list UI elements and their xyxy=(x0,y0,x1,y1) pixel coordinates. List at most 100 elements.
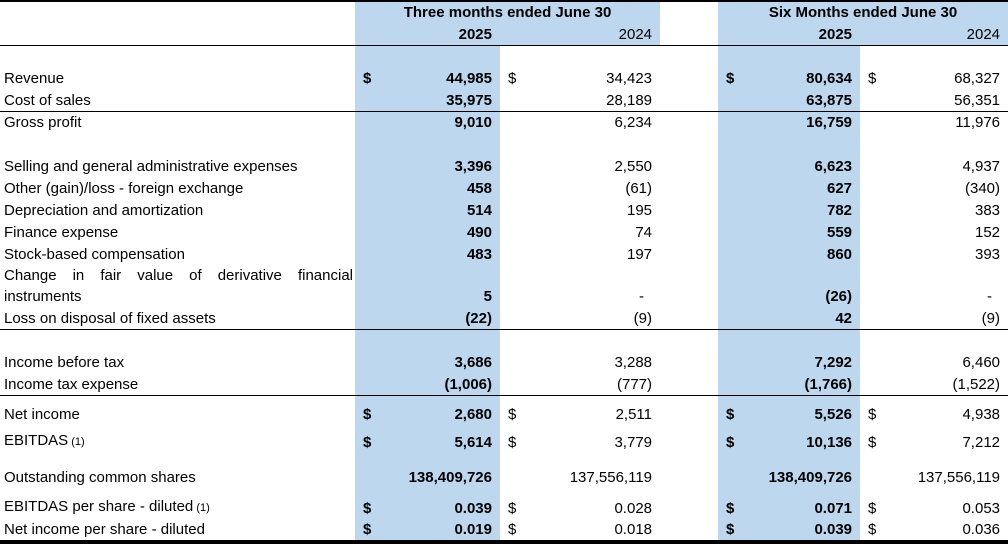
spacer-cell xyxy=(500,133,660,155)
cell-value: (26) xyxy=(825,288,853,305)
value-cell: $5,526 xyxy=(718,403,861,425)
value-cell: 383 xyxy=(860,199,1008,221)
period-header-three-months: Three months ended June 30 xyxy=(355,0,661,23)
dollar-sign: $ xyxy=(363,406,372,423)
spacer-cell xyxy=(355,328,500,351)
table-row: Change in fair value of derivative finan… xyxy=(0,265,1008,307)
cell-value: 68,327 xyxy=(954,70,1001,87)
row-label: Selling and general administrative expen… xyxy=(4,158,298,175)
cell-value: 393 xyxy=(974,246,1001,263)
spacer-cell xyxy=(660,133,718,155)
spacer-cell xyxy=(660,328,719,351)
spacer-cell xyxy=(718,133,861,155)
spacer-cell xyxy=(718,45,861,67)
dollar-sign: $ xyxy=(726,70,735,87)
column-gap xyxy=(660,466,718,488)
cell-value: 7,212 xyxy=(962,434,1001,451)
cell-value: 514 xyxy=(466,202,492,219)
value-cell: (9) xyxy=(860,307,1008,329)
value-cell: 138,409,726 xyxy=(355,466,500,488)
table-row: Cost of sales 35,975 28,189 63,875 56,351 xyxy=(0,89,1008,111)
column-gap xyxy=(660,67,718,89)
year-header-row: 2025 2024 2025 2024 xyxy=(0,23,1008,46)
table-row: Outstanding common shares 138,409,726 137,… xyxy=(0,466,1008,488)
dollar-sign: $ xyxy=(363,500,372,517)
cell-value: 4,938 xyxy=(962,406,1001,423)
spacer-cell xyxy=(718,488,861,496)
cell-value: - xyxy=(987,288,993,305)
spacer-row xyxy=(0,45,1008,67)
cell-value: 9,010 xyxy=(454,114,492,131)
dollar-sign: $ xyxy=(726,521,735,538)
dollar-sign: $ xyxy=(508,406,517,423)
dollar-sign: $ xyxy=(726,406,735,423)
cell-value: (22) xyxy=(465,309,492,327)
cell-value: 44,985 xyxy=(446,70,492,87)
spacer-cell xyxy=(718,394,861,403)
value-cell: 56,351 xyxy=(860,89,1008,111)
value-cell: $2,511 xyxy=(500,403,660,425)
spacer-cell xyxy=(500,328,661,351)
spacer-cell xyxy=(860,488,1008,496)
spacer-row xyxy=(0,488,1008,496)
cell-value: 11,976 xyxy=(955,114,1001,131)
cell-value: 6,623 xyxy=(814,158,853,175)
cell-value: 5,526 xyxy=(814,406,853,423)
cell-value: (1,766) xyxy=(804,375,853,393)
value-cell: 782 xyxy=(718,199,861,221)
value-cell: - xyxy=(860,265,1008,307)
cell-value: (1,006) xyxy=(444,375,492,393)
spacer-cell xyxy=(660,394,719,403)
spacer-cell xyxy=(355,425,500,430)
cell-value: (61) xyxy=(625,180,653,197)
dollar-sign: $ xyxy=(363,70,372,87)
cell-value: 42 xyxy=(835,309,853,327)
value-cell: 9,010 xyxy=(355,110,500,133)
spacer-cell xyxy=(500,453,660,466)
cell-value: 195 xyxy=(626,202,653,219)
cell-value: (9) xyxy=(633,309,653,327)
row-label: Income tax expense xyxy=(4,375,139,393)
spacer-cell xyxy=(500,45,660,67)
value-cell: (61) xyxy=(500,177,660,199)
spacer-cell xyxy=(860,328,1008,351)
value-cell: 16,759 xyxy=(718,110,861,133)
row-label: Net income xyxy=(4,406,80,423)
spacer-cell xyxy=(0,488,355,496)
dollar-sign: $ xyxy=(508,434,517,451)
cell-value: (9) xyxy=(981,309,1001,327)
cell-value: 138,409,726 xyxy=(768,469,853,486)
value-cell: 860 xyxy=(718,243,861,265)
value-cell: 3,686 xyxy=(355,351,500,373)
value-cell: 7,292 xyxy=(718,351,861,373)
spacer-cell xyxy=(355,488,500,496)
dollar-sign: $ xyxy=(868,434,877,451)
cell-value: 860 xyxy=(826,246,853,263)
value-cell: 74 xyxy=(500,221,660,243)
spacer-row xyxy=(0,328,1008,351)
cell-value: (777) xyxy=(616,375,653,393)
cell-value: 5,614 xyxy=(454,434,492,451)
cell-value: 35,975 xyxy=(446,91,492,109)
dollar-sign: $ xyxy=(508,500,517,517)
year-header-q-2025: 2025 xyxy=(355,23,500,46)
cell-value: 28,189 xyxy=(606,91,653,109)
cell-value: (340) xyxy=(964,180,1001,197)
row-label: EBITDAS per share - diluted (1) xyxy=(4,498,210,515)
spacer-cell xyxy=(500,394,661,403)
cell-value: 383 xyxy=(974,202,1001,219)
row-label: Revenue xyxy=(4,70,65,87)
column-gap xyxy=(660,199,718,221)
table-row: Revenue $44,985 $34,423 $80,634 $68,327 xyxy=(0,67,1008,89)
year-header-ytd-2024: 2024 xyxy=(860,23,1008,46)
value-cell: $0.039 xyxy=(718,519,861,542)
cell-value: 138,409,726 xyxy=(408,469,492,486)
cell-value: 7,292 xyxy=(814,354,853,371)
cell-value: 0.018 xyxy=(614,521,653,538)
spacer-cell xyxy=(718,328,861,351)
value-cell: $68,327 xyxy=(860,67,1008,89)
value-cell: (1,006) xyxy=(355,373,500,395)
spacer-cell xyxy=(660,488,718,496)
value-cell: 627 xyxy=(718,177,861,199)
spacer-cell xyxy=(860,394,1008,403)
